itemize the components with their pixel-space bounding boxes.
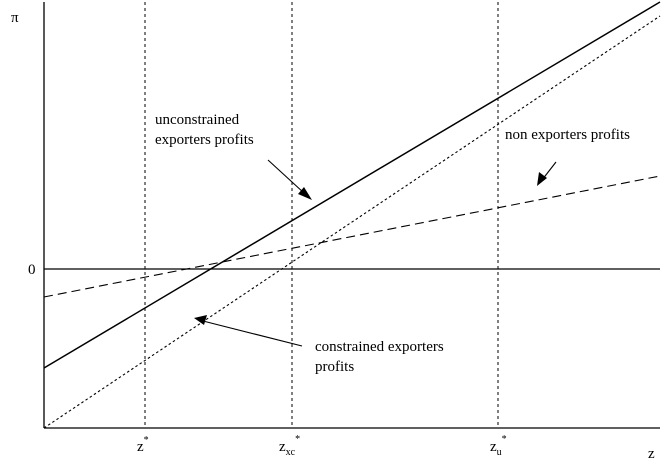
z-u-star-sub: u — [497, 447, 502, 458]
z-star-base: z — [137, 439, 144, 455]
non-exporters-label-line1: non exporters profits — [505, 127, 630, 143]
constrained-exporters-line — [43, 15, 661, 429]
z-u-star-label: zu* — [490, 434, 507, 458]
non-exporters-line — [43, 175, 661, 298]
constrained-arrow — [194, 315, 303, 347]
constrained-label-line1: constrained exporters — [315, 339, 444, 355]
non-exporters-label: non exporters profits — [505, 127, 630, 143]
z-u-star-base: z — [490, 439, 497, 455]
z-star-sup: * — [144, 435, 149, 446]
constrained-label-line2: profits — [315, 359, 354, 375]
x-axis-label: z — [648, 446, 655, 462]
z-star-label: z* — [137, 435, 149, 455]
y-axis-label: π — [11, 10, 19, 26]
unconstrained-label-line1: unconstrained — [155, 112, 240, 128]
z-u-star-sup: * — [502, 434, 507, 445]
unconstrained-label: unconstrained exporters profits — [155, 112, 254, 148]
non-exporters-arrow — [537, 161, 557, 186]
z-xc-star-sup: * — [295, 434, 300, 445]
unconstrained-arrow — [267, 159, 312, 200]
unconstrained-label-line2: exporters profits — [155, 132, 254, 148]
z-xc-star-sub: xc — [286, 447, 296, 458]
z-xc-star-base: z — [279, 439, 286, 455]
constrained-label: constrained exporters profits — [315, 339, 447, 375]
z-xc-star-label: zxc * — [279, 434, 300, 458]
unconstrained-exporters-line — [43, 1, 661, 369]
zero-label: 0 — [28, 262, 36, 278]
